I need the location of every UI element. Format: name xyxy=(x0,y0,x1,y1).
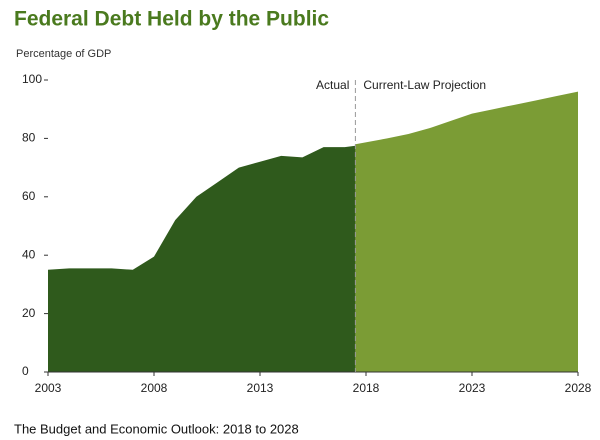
chart-title: Federal Debt Held by the Public xyxy=(14,8,329,31)
y-tick-label: 60 xyxy=(22,189,36,203)
source: The Budget and Economic Outlook: 2018 to… xyxy=(14,421,299,436)
x-tick-label: 2003 xyxy=(35,381,62,395)
x-tick-label: 2023 xyxy=(459,381,486,395)
y-tick-label: 20 xyxy=(22,306,36,320)
area xyxy=(48,145,356,372)
area xyxy=(355,91,578,373)
y-tick-label: 40 xyxy=(22,247,36,261)
x-tick-label: 2028 xyxy=(565,381,592,395)
x-tick-label: 2018 xyxy=(353,381,380,395)
x-tick-label: 2008 xyxy=(141,381,168,395)
y-tick-label: 0 xyxy=(22,364,29,378)
annotation: Current-Law Projection xyxy=(363,78,486,92)
y-axis-title: Percentage of GDP xyxy=(16,48,111,60)
y-tick-label: 80 xyxy=(22,131,36,145)
annotation: Actual xyxy=(316,78,349,92)
y-tick-label: 100 xyxy=(22,72,42,86)
x-tick-label: 2013 xyxy=(247,381,274,395)
